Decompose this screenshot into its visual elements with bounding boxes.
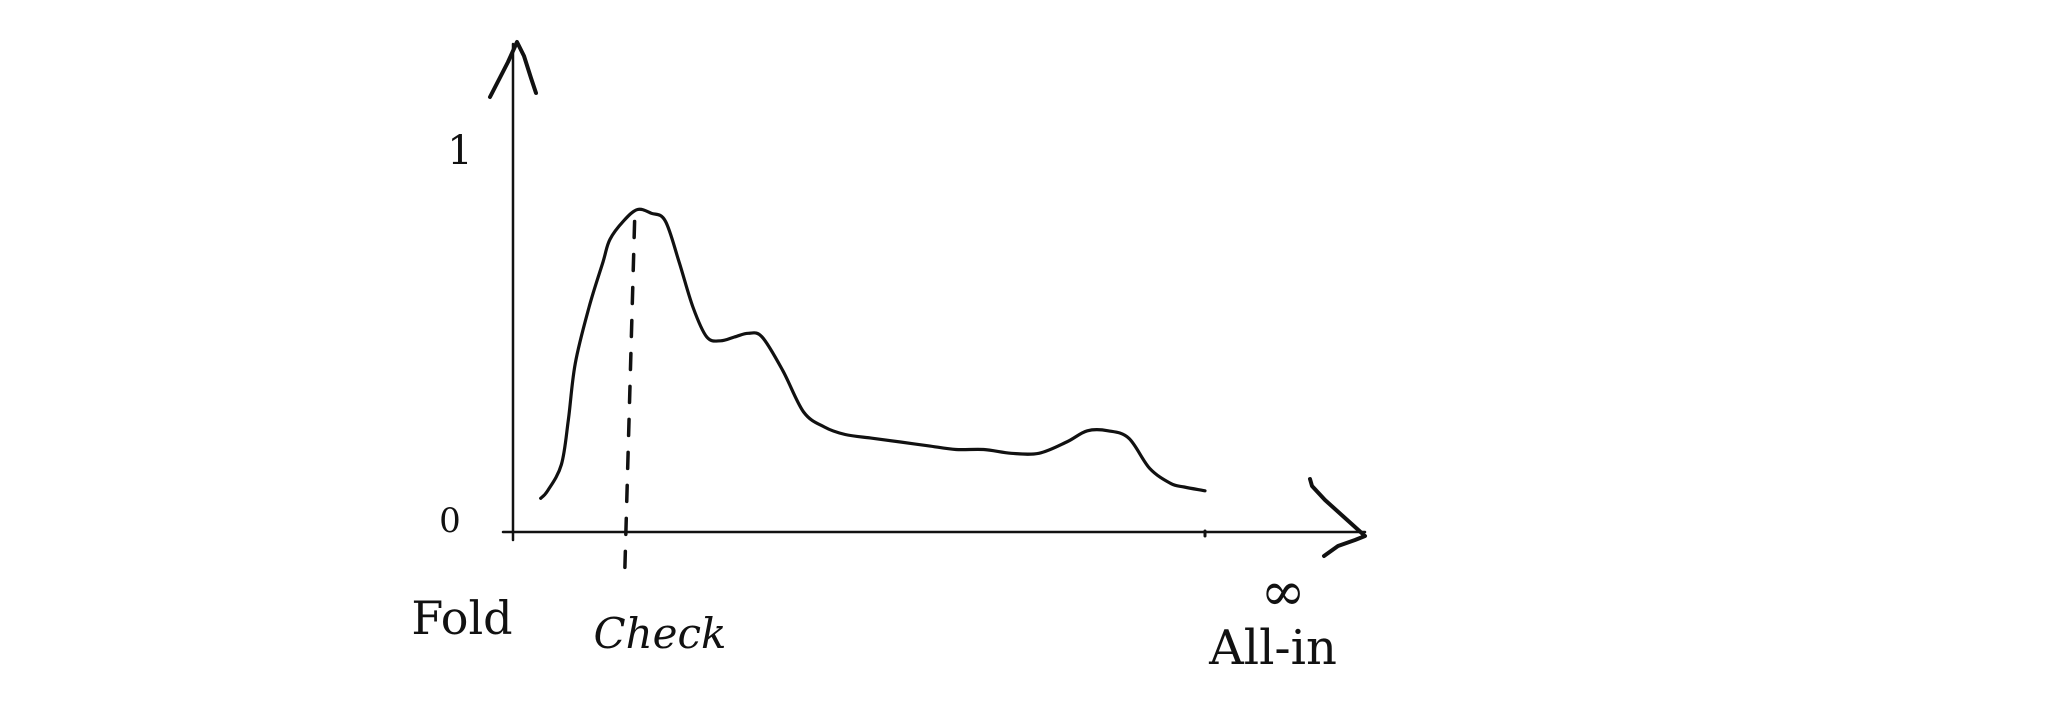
- axes: [488, 40, 1367, 558]
- check-marker-dashed-line: [622, 219, 637, 580]
- y-axis-arrowhead: [488, 40, 538, 99]
- x-tick-label-check: Check: [593, 609, 726, 658]
- y-tick-labels: 0 1: [439, 128, 473, 541]
- x-axis-arrowhead: [1308, 477, 1367, 558]
- x-tick-label-infinity: ∞: [1261, 560, 1306, 623]
- series-layer: [539, 207, 1207, 580]
- y-tick-label-0: 0: [439, 501, 461, 541]
- x-tick-labels: Fold Check ∞ All-in: [411, 560, 1337, 676]
- x-tick-label-fold: Fold: [411, 591, 512, 645]
- series-line-0: [539, 207, 1207, 500]
- x-tick-label-all-in: All-in: [1208, 620, 1337, 676]
- y-tick-label-1: 1: [447, 128, 472, 174]
